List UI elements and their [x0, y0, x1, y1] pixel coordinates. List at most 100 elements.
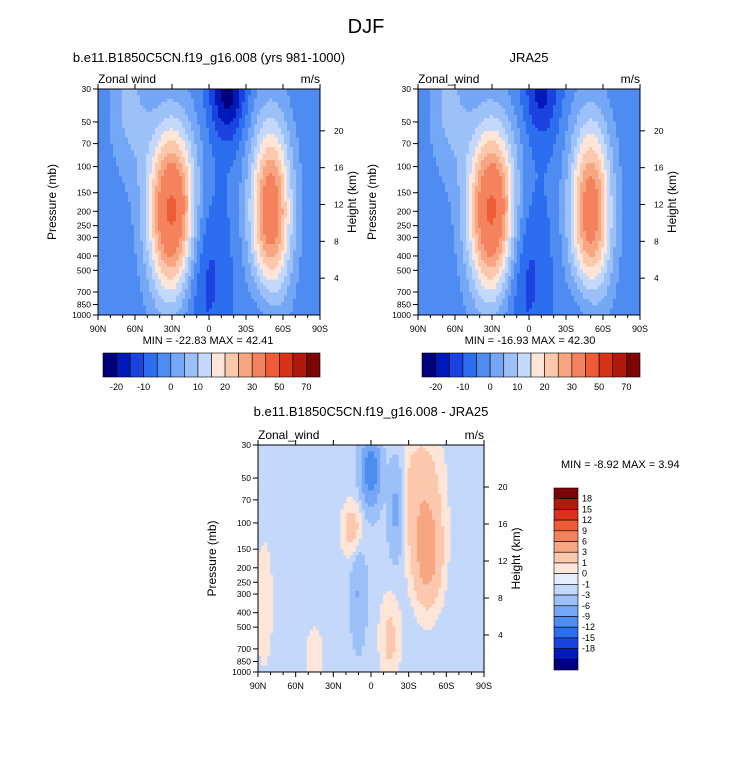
heatmap-cell [275, 311, 279, 315]
heatmap-cell [125, 111, 129, 116]
heatmap-cell [116, 256, 120, 261]
heatmap-cell [101, 185, 105, 190]
heatmap-cell [104, 218, 108, 222]
heatmap-cell [305, 195, 309, 200]
heatmap-cell [185, 282, 189, 287]
heatmap-cell [107, 124, 111, 129]
heatmap-cell [236, 130, 240, 135]
heatmap-cell [110, 118, 114, 122]
heatmap-cell [206, 231, 210, 235]
heatmap-cell [263, 302, 267, 306]
heatmap-cell [245, 179, 249, 184]
heatmap-cell [134, 243, 138, 248]
heatmap-cell [122, 208, 126, 213]
heatmap-cell [254, 195, 258, 200]
heatmap-cell [251, 250, 255, 255]
heatmap-cell [269, 127, 273, 132]
heatmap-cell [227, 160, 231, 164]
heatmap-cell [161, 160, 165, 164]
heatmap-cell [254, 289, 258, 293]
heatmap-cell [275, 169, 279, 174]
heatmap-cell [134, 98, 138, 103]
heatmap-cell [188, 114, 192, 119]
heatmap-cell [218, 189, 222, 193]
heatmap-cell [212, 282, 216, 287]
heatmap-cell [116, 240, 120, 245]
heatmap-cell [164, 147, 168, 151]
heatmap-cell [251, 147, 255, 151]
heatmap-cell [236, 192, 240, 197]
heatmap-cell [158, 218, 162, 222]
heatmap-cell [158, 195, 162, 200]
heatmap-cell [227, 89, 231, 93]
heatmap-cell [302, 260, 306, 264]
heatmap-cell [143, 179, 147, 184]
heatmap-cell [248, 305, 252, 310]
heatmap-cell [263, 92, 267, 97]
heatmap-cell [131, 247, 135, 252]
heatmap-cell [254, 285, 258, 290]
heatmap-cell [206, 143, 210, 148]
heatmap-cell [269, 282, 273, 287]
heatmap-cell [170, 189, 174, 193]
heatmap-cell [179, 147, 183, 151]
heatmap-cell [290, 172, 294, 177]
heatmap-cell [188, 285, 192, 290]
heatmap-cell [140, 302, 144, 306]
heatmap-cell [290, 140, 294, 145]
heatmap-cell [185, 256, 189, 261]
heatmap-cell [143, 185, 147, 190]
heatmap-cell [248, 101, 252, 106]
heatmap-cell [218, 243, 222, 248]
heatmap-cell [176, 202, 180, 206]
heatmap-cell [311, 127, 315, 132]
heatmap-cell [158, 166, 162, 171]
heatmap-cell [149, 298, 153, 303]
heatmap-cell [290, 282, 294, 287]
heatmap-cell [272, 101, 276, 106]
heatmap-cell [182, 279, 186, 284]
heatmap-cell [254, 211, 258, 216]
heatmap-cell [116, 127, 120, 132]
heatmap-cell [191, 218, 195, 222]
heatmap-cell [296, 224, 300, 229]
heatmap-cell [284, 118, 288, 122]
heatmap-cell [209, 276, 213, 281]
heatmap-cell [227, 163, 231, 168]
heatmap-cell [140, 160, 144, 164]
heatmap-cell [152, 266, 156, 271]
heatmap-cell [239, 111, 243, 116]
heatmap-cell [182, 89, 186, 93]
heatmap-cell [149, 189, 153, 193]
heatmap-cell [272, 308, 276, 313]
heatmap-cell [125, 192, 129, 197]
heatmap-cell [218, 101, 222, 106]
heatmap-cell [242, 176, 246, 180]
heatmap-cell [257, 130, 261, 135]
heatmap-cell [173, 89, 177, 93]
heatmap-cell [227, 282, 231, 287]
heatmap-cell [167, 101, 171, 106]
heatmap-cell [230, 124, 234, 129]
heatmap-cell [206, 127, 210, 132]
heatmap-cell [101, 273, 105, 277]
heatmap-cell [227, 95, 231, 100]
heatmap-cell [188, 214, 192, 219]
heatmap-cell [221, 308, 225, 313]
heatmap-cell [140, 285, 144, 290]
heatmap-cell [194, 240, 198, 245]
heatmap-cell [233, 195, 237, 200]
heatmap-cell [122, 234, 126, 239]
heatmap-cell [296, 240, 300, 245]
heatmap-cell [197, 208, 201, 213]
heatmap-cell [254, 276, 258, 281]
heatmap-cell [278, 169, 282, 174]
heatmap-cell [101, 247, 105, 252]
heatmap-cell [245, 279, 249, 284]
heatmap-cell [119, 273, 123, 277]
heatmap-cell [278, 108, 282, 113]
heatmap-cell [167, 176, 171, 180]
heatmap-cell [266, 292, 270, 297]
heatmap-cell [296, 302, 300, 306]
heatmap-cell [110, 224, 114, 229]
